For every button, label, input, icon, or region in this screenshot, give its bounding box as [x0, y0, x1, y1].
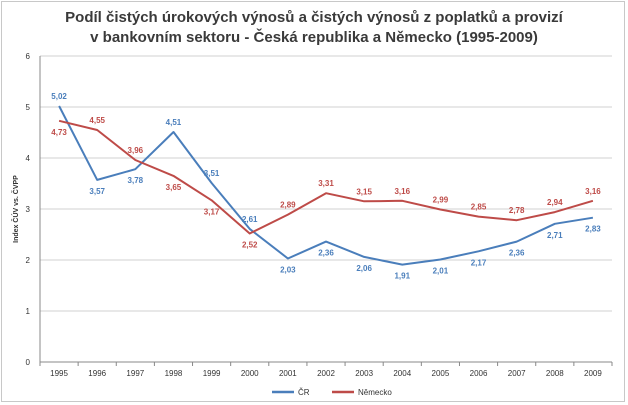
x-tick-label: 2003 [355, 369, 373, 378]
y-tick-label: 4 [26, 154, 31, 163]
data-label-nemecko: 3,16 [585, 187, 601, 196]
y-tick-label: 1 [26, 307, 31, 316]
x-tick-label: 1995 [50, 369, 68, 378]
y-tick-label: 0 [26, 358, 31, 367]
x-tick-label: 2004 [393, 369, 411, 378]
data-label-nemecko: 2,89 [280, 201, 296, 210]
chart-title-line1: Podíl čistých úrokových výnosů a čistých… [65, 9, 563, 26]
data-label-nemecko: 3,17 [204, 207, 220, 216]
data-label-cr: 2,61 [242, 215, 258, 224]
data-label-nemecko: 4,55 [89, 116, 105, 125]
x-tick-label: 2000 [241, 369, 259, 378]
data-label-cr: 2,06 [356, 264, 372, 273]
x-tick-label: 2008 [546, 369, 564, 378]
data-label-nemecko: 3,65 [166, 183, 182, 192]
y-axis-label: Index ČÚV vs. ČVPP [11, 175, 20, 243]
data-label-nemecko: 3,15 [356, 187, 372, 196]
x-tick-label: 2005 [432, 369, 450, 378]
data-label-nemecko: 2,78 [509, 206, 525, 215]
data-label-cr: 3,57 [89, 187, 105, 196]
legend-label-cr: ČR [298, 388, 310, 397]
data-label-nemecko: 3,96 [128, 146, 144, 155]
data-label-cr: 2,83 [585, 225, 601, 234]
data-label-nemecko: 2,99 [433, 196, 449, 205]
x-tick-label: 1996 [88, 369, 106, 378]
y-tick-label: 6 [26, 52, 31, 61]
y-tick-label: 5 [26, 103, 31, 112]
data-label-cr: 3,78 [128, 176, 144, 185]
data-label-cr: 3,51 [204, 169, 220, 178]
chart-title: Podíl čistých úrokových výnosů a čistých… [0, 8, 628, 48]
data-label-nemecko: 2,85 [471, 203, 487, 212]
chart-title-line2: v bankovním sektoru - Česká republika a … [90, 29, 538, 46]
data-label-nemecko: 3,31 [318, 179, 334, 188]
y-tick-label: 3 [26, 205, 31, 214]
data-label-cr: 2,01 [433, 266, 449, 275]
data-label-nemecko: 2,52 [242, 240, 258, 249]
data-label-nemecko: 2,94 [547, 198, 563, 207]
data-label-nemecko: 4,73 [51, 128, 67, 137]
series-line-nemecko [58, 119, 594, 235]
x-tick-label: 2001 [279, 369, 297, 378]
data-label-cr: 2,17 [471, 258, 487, 267]
data-label-cr: 2,71 [547, 231, 563, 240]
data-label-cr: 2,36 [509, 249, 525, 258]
data-label-cr: 5,02 [51, 92, 67, 101]
x-tick-label: 2009 [584, 369, 602, 378]
x-tick-label: 1998 [165, 369, 183, 378]
legend-label-nemecko: Německo [358, 388, 392, 397]
x-tick-label: 2006 [470, 369, 488, 378]
data-label-cr: 4,51 [166, 118, 182, 127]
x-tick-label: 2007 [508, 369, 526, 378]
x-tick-label: 2002 [317, 369, 335, 378]
x-tick-label: 1997 [126, 369, 144, 378]
x-tick-label: 1999 [203, 369, 221, 378]
data-label-cr: 2,03 [280, 265, 296, 274]
data-label-nemecko: 3,16 [394, 187, 410, 196]
y-tick-label: 2 [26, 256, 31, 265]
series-line-cr [58, 105, 594, 266]
data-label-cr: 1,91 [394, 272, 410, 281]
data-label-cr: 2,36 [318, 249, 334, 258]
